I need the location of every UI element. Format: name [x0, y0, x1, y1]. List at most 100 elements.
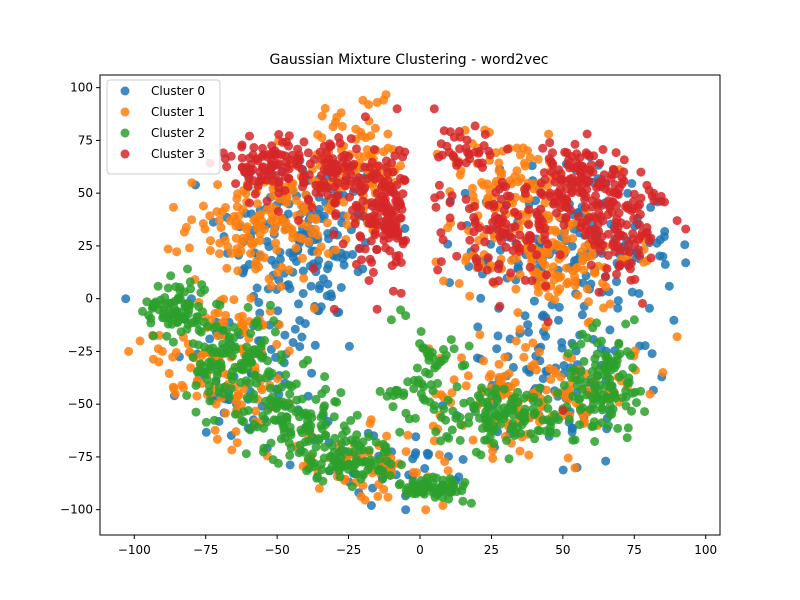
data-point — [436, 257, 446, 267]
data-point — [447, 191, 457, 201]
data-point — [476, 450, 486, 460]
data-point — [520, 311, 530, 321]
data-point — [576, 165, 585, 175]
data-point — [149, 331, 158, 341]
data-point — [429, 436, 439, 446]
data-point — [524, 450, 534, 460]
data-point — [611, 148, 621, 158]
data-point — [388, 286, 398, 296]
data-point — [199, 317, 209, 327]
data-point — [562, 263, 571, 273]
data-point — [428, 488, 438, 498]
data-point — [445, 474, 455, 484]
data-point — [623, 188, 633, 198]
data-point — [479, 356, 489, 366]
data-point — [252, 422, 262, 432]
data-point — [262, 196, 272, 206]
data-point — [681, 224, 691, 234]
data-point — [339, 197, 349, 207]
data-point — [456, 420, 466, 430]
data-point — [415, 339, 425, 349]
data-point — [528, 396, 538, 406]
data-point — [351, 200, 361, 210]
data-point — [371, 437, 381, 447]
data-point — [201, 427, 211, 437]
data-point — [621, 401, 631, 411]
data-point — [447, 425, 457, 435]
data-point — [570, 139, 580, 149]
data-point — [537, 311, 547, 321]
data-point — [520, 161, 530, 171]
data-point — [213, 180, 223, 190]
data-point — [372, 244, 382, 254]
data-point — [353, 267, 363, 277]
data-point — [658, 368, 668, 377]
data-point — [334, 466, 344, 476]
data-point — [378, 466, 388, 476]
data-point — [339, 163, 349, 173]
plot-frame — [99, 74, 721, 536]
data-point — [231, 427, 241, 436]
data-point — [475, 330, 485, 340]
data-point — [512, 166, 522, 176]
data-point — [255, 210, 265, 220]
data-point — [300, 437, 310, 447]
data-point — [458, 496, 468, 506]
data-point — [360, 495, 370, 505]
data-point — [536, 204, 546, 214]
data-point — [454, 127, 464, 136]
data-point — [504, 369, 514, 379]
data-point — [338, 156, 348, 166]
data-point — [320, 442, 330, 452]
data-point — [681, 258, 691, 268]
data-point — [414, 375, 424, 385]
data-point — [382, 431, 392, 441]
data-point — [177, 380, 187, 390]
data-point — [233, 266, 243, 276]
data-point — [488, 277, 498, 287]
legend-marker — [120, 86, 130, 96]
data-point — [574, 420, 584, 430]
data-point — [565, 163, 575, 173]
data-point — [527, 276, 537, 286]
legend-marker — [120, 107, 130, 117]
data-point — [656, 196, 666, 206]
data-point — [452, 251, 462, 261]
data-point — [411, 489, 421, 499]
data-point — [389, 188, 399, 198]
y-tick-label: 0 — [85, 292, 93, 306]
data-point — [313, 130, 323, 140]
data-point — [345, 192, 354, 202]
data-point — [613, 423, 623, 433]
data-point — [272, 339, 282, 349]
data-point — [503, 144, 513, 154]
data-point — [601, 272, 610, 282]
data-point — [638, 298, 647, 308]
data-point — [187, 178, 197, 188]
data-point — [344, 341, 354, 351]
data-point — [473, 391, 483, 401]
data-point — [273, 458, 283, 468]
data-point — [172, 247, 182, 257]
data-point — [404, 414, 414, 424]
data-point — [322, 218, 332, 228]
data-point — [277, 217, 287, 227]
data-point — [543, 394, 553, 404]
data-point — [373, 491, 383, 501]
data-point — [570, 435, 580, 445]
data-point — [492, 344, 502, 354]
data-point — [543, 403, 553, 413]
data-point — [482, 265, 492, 275]
data-point — [212, 434, 222, 444]
legend-label: Cluster 0 — [151, 84, 205, 98]
data-point — [565, 205, 575, 215]
data-point — [225, 216, 235, 226]
data-point — [596, 212, 606, 222]
data-point — [304, 195, 313, 205]
data-point — [626, 258, 636, 268]
data-point — [243, 302, 253, 312]
data-point — [589, 151, 599, 161]
data-point — [354, 173, 364, 183]
data-point — [629, 214, 639, 224]
data-point — [323, 279, 333, 289]
